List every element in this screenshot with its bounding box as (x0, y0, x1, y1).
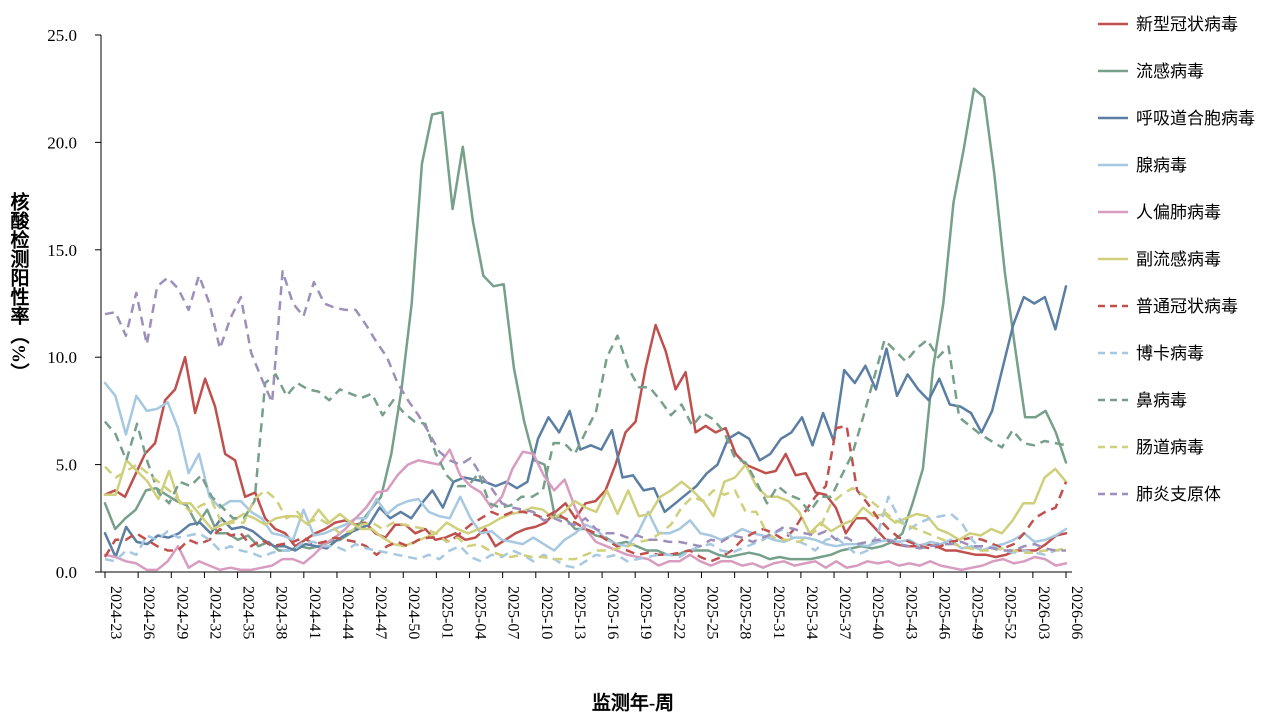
y-tick-label: 25.0 (47, 26, 77, 45)
x-tick-label: 2024-32 (206, 586, 223, 639)
legend-label: 呼吸道合胞病毒 (1136, 109, 1255, 128)
x-tick-label: 2025-10 (538, 586, 555, 639)
x-tick-label: 2026-03 (1035, 586, 1052, 639)
y-axis-title: 核酸检测阳性率（%） (8, 191, 30, 382)
legend-label: 人偏肺病毒 (1136, 203, 1221, 222)
legend-label: 普通冠状病毒 (1136, 297, 1238, 316)
x-tick-label: 2025-28 (737, 586, 754, 639)
legend-label: 肺炎支原体 (1136, 485, 1221, 504)
x-tick-label: 2025-22 (670, 586, 687, 639)
series-line-5 (103, 459, 1068, 548)
series-line-1 (103, 87, 1068, 561)
x-tick-label: 2025-13 (571, 586, 588, 639)
x-tick-label: 2025-34 (803, 586, 820, 639)
legend-label: 新型冠状病毒 (1136, 15, 1238, 34)
series-line-9 (104, 463, 1067, 561)
x-tick-label: 2024-47 (372, 586, 389, 639)
series-line-3 (103, 381, 1068, 552)
x-tick-label: 2025-04 (472, 586, 489, 639)
x-axis-title: 监测年-周 (592, 691, 674, 714)
series-line-6 (103, 424, 1068, 563)
legend-label: 副流感病毒 (1136, 250, 1221, 269)
x-tick-label: 2024-23 (107, 586, 124, 639)
plot-lines (103, 87, 1068, 572)
legend-label: 鼻病毒 (1136, 391, 1187, 410)
x-tick-label: 2025-37 (836, 586, 853, 639)
x-tick-label: 2025-07 (505, 586, 522, 639)
x-tick-label: 2025-40 (869, 586, 886, 639)
y-tick-label: 0.0 (56, 563, 77, 582)
x-tick-label: 2025-16 (604, 586, 621, 639)
x-tick-label: 2025-46 (935, 586, 952, 639)
legend: 新型冠状病毒流感病毒呼吸道合胞病毒腺病毒人偏肺病毒副流感病毒普通冠状病毒博卡病毒… (1098, 15, 1255, 504)
x-tick-label: 2025-25 (703, 586, 720, 639)
x-tick-label: 2025-49 (969, 586, 986, 639)
y-tick-label: 15.0 (47, 241, 77, 260)
x-axis: 2024-23 2024-26 2024-29 2024-32 2024-35 2024-… (101, 571, 1085, 639)
x-tick-label: 2024-26 (140, 586, 157, 639)
x-tick-label: 2025-52 (1002, 586, 1019, 639)
y-tick-label: 5.0 (56, 456, 77, 475)
legend-label: 腺病毒 (1136, 156, 1187, 175)
y-axis: 0.0 5.0 10.0 15.0 20.0 25.0 (47, 26, 102, 582)
series-line-8 (104, 334, 1067, 520)
legend-label: 流感病毒 (1136, 62, 1204, 81)
x-tick-label: 2026-06 (1068, 586, 1085, 639)
x-tick-label: 2024-41 (306, 586, 323, 639)
series-line-0 (103, 323, 1068, 559)
x-tick-label: 2024-35 (240, 586, 257, 639)
series-line-4 (103, 448, 1068, 572)
x-tick-label: 2024-50 (405, 586, 422, 639)
x-tick-label: 2024-38 (273, 586, 290, 639)
x-tick-label: 2024-29 (173, 586, 190, 639)
x-tick-label: 2025-43 (902, 586, 919, 639)
series-line-7 (104, 495, 1066, 569)
x-tick-label: 2025-19 (637, 586, 654, 639)
y-tick-label: 10.0 (47, 348, 77, 367)
x-tick-label: 2024-44 (339, 586, 356, 639)
x-tick-label: 2025-31 (770, 586, 787, 639)
y-tick-label: 20.0 (47, 133, 77, 152)
legend-label: 肠道病毒 (1136, 438, 1204, 457)
series-line-10 (104, 270, 1066, 552)
legend-label: 博卡病毒 (1136, 344, 1204, 363)
x-tick-label: 2025-01 (438, 586, 455, 639)
